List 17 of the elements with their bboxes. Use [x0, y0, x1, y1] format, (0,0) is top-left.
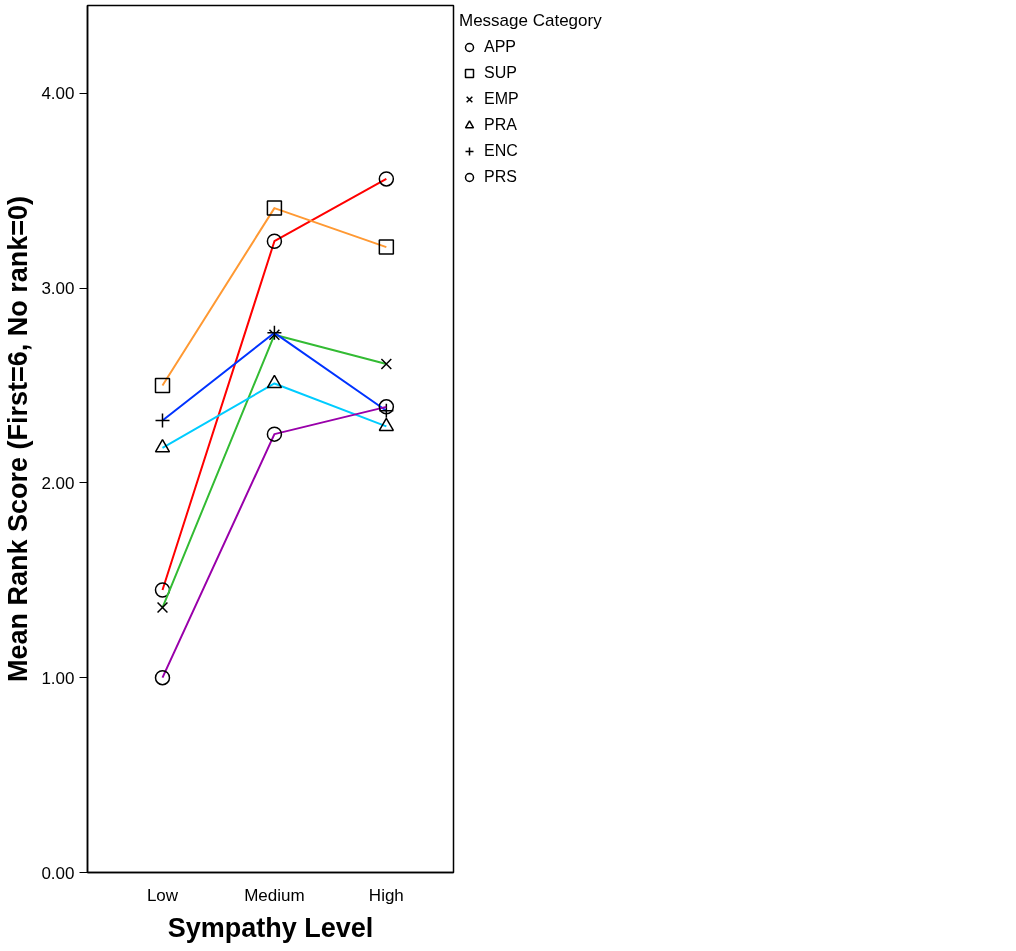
- x-tick-label: Low: [146, 885, 179, 905]
- legend-label: EMP: [484, 89, 520, 109]
- legend-label: SUP: [484, 63, 518, 83]
- y-tick-label: 1.00: [41, 668, 75, 688]
- x-tick-label: Medium: [244, 885, 305, 905]
- x-axis-title: Sympathy Level: [167, 912, 374, 943]
- legend-label: PRA: [484, 115, 518, 135]
- y-tick-label: 3.00: [41, 279, 75, 299]
- legend-label: ENC: [484, 141, 519, 161]
- legend-title: Message Category: [459, 11, 602, 31]
- legend-label: PRS: [484, 167, 518, 187]
- x-tick-label: High: [368, 885, 404, 905]
- legend-label: APP: [484, 37, 517, 57]
- y-tick-label: 2.00: [41, 473, 75, 493]
- y-axis-title: Mean Rank Score (First=6, No rank=0): [3, 195, 34, 683]
- y-tick-label: 0.00: [41, 863, 75, 883]
- y-tick-label: 4.00: [41, 84, 75, 104]
